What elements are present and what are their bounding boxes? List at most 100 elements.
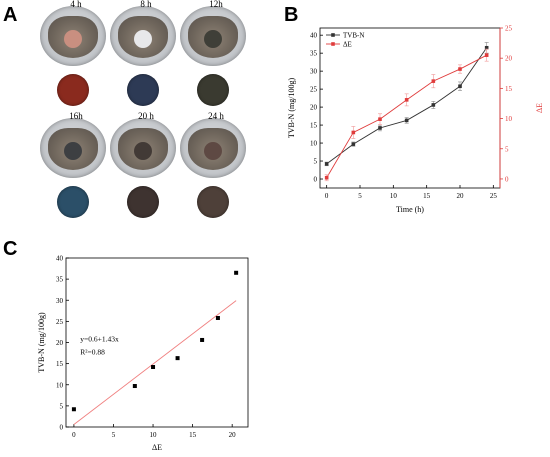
petri-dish-photo bbox=[40, 6, 106, 66]
data-point bbox=[378, 117, 382, 121]
data-point bbox=[200, 337, 205, 342]
x-tick-label: 15 bbox=[423, 192, 431, 200]
x-tick-label: 5 bbox=[358, 192, 362, 200]
indicator-spot bbox=[64, 142, 82, 160]
legend-marker bbox=[331, 33, 335, 37]
legend-marker bbox=[331, 42, 335, 46]
y-tick-label: 5 bbox=[60, 402, 64, 410]
y-tick-label: 10 bbox=[310, 140, 318, 148]
x-axis-title: ΔE bbox=[152, 443, 162, 452]
petri-dish-photo bbox=[180, 118, 246, 178]
chart-tvbn-vs-de: 0 5 10 15 20 0 5 10 15 20 25 30 35 40 ΔE TVB-N (mg/100g… bbox=[37, 255, 249, 452]
photo-grid: 4 h 8 h 12h 16h 20 h 24 h bbox=[30, 0, 255, 222]
color-indicator-swatch bbox=[197, 74, 229, 106]
sample-tile: 4 h bbox=[40, 0, 112, 108]
color-indicator-swatch bbox=[57, 74, 89, 106]
data-point bbox=[484, 53, 489, 57]
sample-tile: 20 h bbox=[110, 111, 182, 220]
y2-tick-label: 10 bbox=[505, 115, 513, 123]
panel-label-b: B bbox=[284, 4, 299, 26]
data-point bbox=[234, 270, 239, 275]
x-tick-label: 20 bbox=[229, 431, 237, 439]
y-tick-label: 5 bbox=[314, 158, 318, 166]
data-point bbox=[484, 45, 489, 50]
color-indicator-swatch bbox=[127, 74, 159, 106]
data-point bbox=[351, 130, 356, 135]
x-tick-label: 0 bbox=[325, 192, 329, 200]
data-point bbox=[215, 315, 220, 320]
y-tick-label: 35 bbox=[56, 276, 64, 284]
indicator-spot bbox=[134, 30, 152, 48]
x-tick-label: 25 bbox=[490, 192, 498, 200]
petri-dish-photo bbox=[180, 6, 246, 66]
petri-dish-photo bbox=[40, 118, 106, 178]
color-indicator-swatch bbox=[127, 186, 159, 218]
y2-tick-label: 25 bbox=[505, 25, 513, 33]
petri-dish-photo bbox=[110, 6, 176, 66]
data-point bbox=[324, 175, 329, 180]
time-label: 20 h bbox=[138, 111, 154, 121]
x-tick-label: 5 bbox=[112, 431, 116, 439]
y-tick-label: 0 bbox=[314, 176, 318, 184]
y-axis-title: TVB-N (mg/100g) bbox=[37, 312, 46, 373]
x-axis-title: Time (h) bbox=[396, 205, 424, 214]
color-indicator-swatch bbox=[197, 186, 229, 218]
time-label: 8 h bbox=[140, 0, 152, 9]
data-point bbox=[458, 67, 462, 71]
y-axis-title: TVB-N (mg/100g) bbox=[287, 78, 296, 139]
data-point bbox=[351, 142, 356, 146]
y-tick-label: 20 bbox=[56, 339, 64, 347]
time-label: 4 h bbox=[70, 0, 82, 9]
x-tick-label: 15 bbox=[189, 431, 197, 439]
data-point bbox=[132, 384, 137, 389]
sample-tile: 8 h bbox=[110, 0, 182, 108]
petri-dish-photo bbox=[110, 118, 176, 178]
legend-label: TVB-N bbox=[343, 32, 364, 40]
y-tick-label: 15 bbox=[56, 360, 64, 368]
indicator-spot bbox=[134, 142, 152, 160]
indicator-spot bbox=[204, 30, 222, 48]
panel-label-c: C bbox=[3, 238, 18, 260]
data-point bbox=[431, 79, 436, 83]
panel-label-a: A bbox=[3, 4, 18, 26]
x-tick-label: 10 bbox=[390, 192, 398, 200]
y-tick-label: 40 bbox=[310, 32, 318, 40]
y2-tick-label: 0 bbox=[505, 175, 509, 183]
y2-tick-label: 15 bbox=[505, 85, 513, 93]
y-tick-label: 20 bbox=[310, 104, 318, 112]
indicator-spot bbox=[204, 142, 222, 160]
data-point bbox=[431, 103, 436, 107]
y2-tick-label: 20 bbox=[505, 55, 513, 63]
data-point bbox=[458, 84, 462, 89]
time-label: 12h bbox=[209, 0, 223, 9]
x-tick-label: 10 bbox=[150, 431, 158, 439]
sample-tile: 24 h bbox=[180, 111, 252, 220]
sample-tile: 16h bbox=[40, 111, 112, 220]
y-tick-label: 15 bbox=[310, 122, 318, 130]
series-line bbox=[326, 54, 487, 178]
y-tick-label: 25 bbox=[310, 86, 318, 94]
color-indicator-swatch bbox=[57, 186, 89, 218]
y-tick-label: 30 bbox=[310, 68, 318, 76]
y2-axis-title: ΔE bbox=[535, 103, 544, 113]
r-squared-annotation: R²=0.88 bbox=[80, 347, 105, 356]
y-tick-label: 35 bbox=[310, 50, 318, 58]
x-tick-label: 0 bbox=[72, 431, 76, 439]
y-tick-label: 30 bbox=[56, 297, 64, 305]
legend-label: ΔE bbox=[343, 41, 352, 49]
y-tick-label: 25 bbox=[56, 318, 64, 326]
data-point bbox=[404, 98, 409, 102]
data-point bbox=[404, 118, 409, 123]
sample-tile: 12h bbox=[180, 0, 252, 108]
fit-line bbox=[73, 300, 237, 425]
plot-frame bbox=[319, 27, 501, 189]
indicator-spot bbox=[64, 30, 82, 48]
data-point bbox=[175, 356, 180, 361]
x-tick-label: 20 bbox=[457, 192, 465, 200]
time-label: 16h bbox=[69, 111, 83, 121]
data-point bbox=[378, 126, 382, 130]
chart-tvbn-de-vs-time: 0 5 10 15 20 25 0 5 10 15 20 25 30 35 40 0 5 10 15 20 25 Time… bbox=[287, 25, 544, 215]
time-label: 24 h bbox=[208, 111, 224, 121]
y-tick-label: 0 bbox=[60, 424, 64, 432]
data-point bbox=[324, 162, 329, 166]
